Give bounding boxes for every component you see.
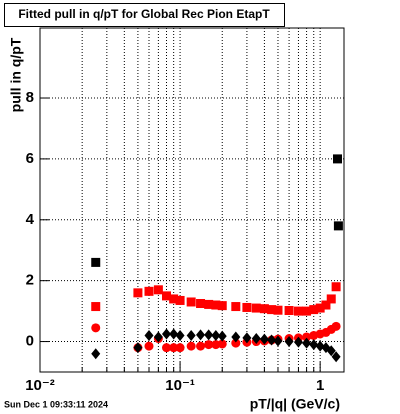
marker [332,154,342,164]
marker [315,303,325,313]
marker [153,331,163,343]
marker [144,329,154,341]
marker [321,300,331,310]
marker [169,343,179,353]
marker [144,341,154,351]
marker [153,285,163,295]
marker [242,332,252,344]
y-tick-label: 4 [26,211,35,228]
marker [284,306,294,316]
marker [251,333,261,345]
marker [169,328,179,340]
marker [267,334,277,346]
title-box [4,3,285,27]
marker [326,294,336,304]
marker [293,336,303,348]
marker [204,299,214,309]
y-tick-label: 6 [26,150,34,167]
marker [211,329,221,341]
marker [186,297,196,307]
marker [169,294,179,304]
marker [231,331,241,343]
y-axis-label: pull in q/pT [8,37,24,112]
marker [293,306,303,316]
marker [186,341,196,351]
y-tick-label: 0 [26,333,34,350]
marker [217,330,227,342]
marker [273,305,283,315]
marker [259,333,269,345]
marker [231,302,241,312]
marker [91,348,101,360]
marker [175,343,185,353]
marker [309,305,319,315]
x-tick-label: 10⁻¹ [165,377,195,394]
marker [196,341,206,351]
marker [162,343,172,353]
marker [217,339,227,349]
marker [175,295,185,305]
marker [204,340,214,350]
y-tick-label: 2 [26,272,34,289]
marker [186,329,196,341]
marker [331,282,341,292]
marker [91,302,101,312]
marker [242,302,252,312]
marker [284,336,294,348]
marker [302,306,312,316]
marker [196,329,206,341]
marker [217,301,227,311]
marker [267,305,277,315]
marker [162,291,172,301]
chart-title: Fitted pull in q/pT for Global Rec Pion … [18,7,270,21]
marker [231,338,241,348]
marker [175,329,185,341]
marker [133,342,143,354]
marker [144,286,154,296]
marker [211,300,221,310]
y-tick-label: 8 [26,89,34,106]
marker [333,221,343,231]
footer: Sun Dec 1 09:33:11 2024 [4,399,108,409]
x-tick-label: 1 [316,377,324,394]
marker [133,288,143,298]
marker [259,304,269,314]
marker [326,345,336,357]
marker [196,299,206,309]
marker [331,351,341,363]
marker [302,337,312,349]
x-axis-label: pT/|q| (GeV/c) [250,396,340,412]
marker [273,335,283,347]
marker [204,329,214,341]
marker [162,328,172,340]
marker [251,303,261,313]
marker [331,321,341,331]
marker [302,332,312,342]
x-tick-label: 10⁻² [25,377,55,394]
marker [91,257,101,267]
marker [91,323,101,333]
marker [309,339,319,351]
marker [315,340,325,352]
